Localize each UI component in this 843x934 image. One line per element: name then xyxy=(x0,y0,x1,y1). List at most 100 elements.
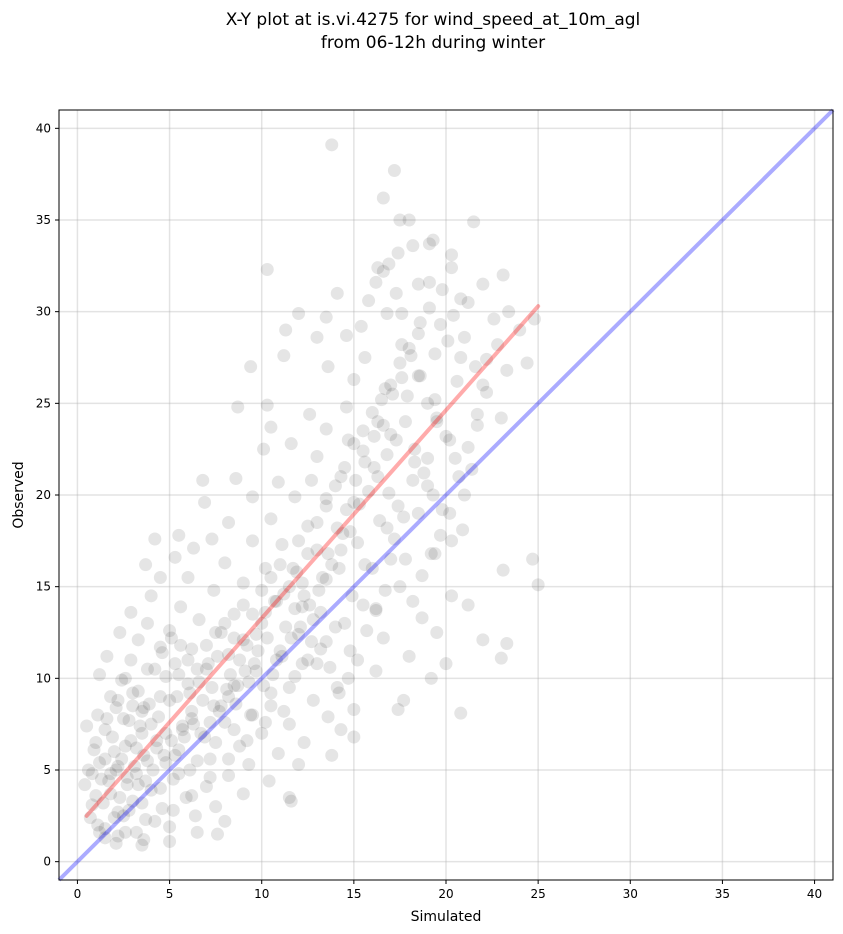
data-point xyxy=(135,726,149,740)
data-point xyxy=(172,767,186,781)
data-point xyxy=(376,418,390,432)
data-point xyxy=(439,429,453,443)
data-point xyxy=(170,690,184,704)
data-point xyxy=(111,805,125,819)
data-point xyxy=(369,664,383,678)
data-point xyxy=(231,679,245,693)
data-point xyxy=(415,611,429,625)
data-point xyxy=(148,662,162,676)
data-point xyxy=(491,338,505,352)
data-point xyxy=(209,626,223,639)
data-point xyxy=(185,789,199,803)
data-point xyxy=(218,556,232,570)
data-point xyxy=(187,541,201,555)
data-point xyxy=(140,662,154,676)
data-point xyxy=(297,589,311,603)
data-point xyxy=(181,653,195,667)
data-point xyxy=(452,470,466,484)
data-point xyxy=(428,393,442,407)
data-point xyxy=(242,758,256,771)
data-point xyxy=(443,433,457,447)
data-point xyxy=(500,363,514,377)
data-point xyxy=(334,723,348,737)
data-point xyxy=(430,411,444,425)
data-point xyxy=(445,534,459,548)
data-point xyxy=(367,461,381,474)
data-point xyxy=(319,635,333,649)
data-point xyxy=(336,527,350,540)
data-point xyxy=(468,360,482,374)
data-point xyxy=(268,594,282,608)
data-point xyxy=(166,803,180,817)
data-point xyxy=(411,327,425,341)
data-point xyxy=(406,239,420,253)
data-point xyxy=(98,831,112,845)
data-point xyxy=(417,466,431,480)
data-point xyxy=(297,736,311,749)
data-point xyxy=(199,662,213,676)
data-point xyxy=(365,406,379,419)
data-point xyxy=(345,589,359,603)
data-point xyxy=(277,704,291,718)
data-point xyxy=(319,492,333,506)
data-point xyxy=(240,638,254,652)
data-point xyxy=(163,835,177,848)
data-point xyxy=(194,726,208,740)
data-point xyxy=(271,747,285,760)
data-point xyxy=(85,798,99,812)
data-point xyxy=(411,506,425,520)
data-point xyxy=(187,717,201,731)
data-point xyxy=(398,552,412,566)
data-point xyxy=(81,763,95,777)
data-point xyxy=(157,748,171,762)
data-point xyxy=(470,418,484,432)
data-point xyxy=(264,571,278,584)
y-tick-label: 25 xyxy=(36,396,51,410)
data-point xyxy=(148,814,162,828)
data-point xyxy=(124,653,138,667)
data-point xyxy=(338,616,352,630)
data-point xyxy=(282,681,296,694)
data-point xyxy=(292,534,306,548)
data-point xyxy=(128,759,142,773)
data-point xyxy=(201,657,215,671)
data-point xyxy=(174,600,188,614)
data-point xyxy=(137,833,151,847)
data-point xyxy=(321,710,335,724)
data-point xyxy=(102,774,116,788)
data-point xyxy=(183,763,197,777)
data-point xyxy=(109,836,123,850)
data-point xyxy=(378,382,392,396)
data-point xyxy=(454,351,468,364)
data-point xyxy=(406,594,420,608)
data-point xyxy=(380,448,394,462)
data-point xyxy=(303,598,317,612)
data-point xyxy=(435,283,449,297)
data-point xyxy=(347,730,361,744)
data-point xyxy=(382,257,396,271)
data-point xyxy=(284,631,298,645)
data-point xyxy=(500,637,514,650)
data-point xyxy=(402,649,416,663)
data-point xyxy=(249,627,263,641)
data-point xyxy=(351,653,365,667)
data-point xyxy=(424,671,438,685)
data-point xyxy=(312,583,326,597)
data-point xyxy=(135,838,149,852)
data-point xyxy=(131,684,145,698)
data-point xyxy=(98,752,112,766)
data-point xyxy=(428,347,442,361)
data-point xyxy=(198,495,212,509)
data-point xyxy=(380,521,394,535)
data-point xyxy=(223,668,237,682)
data-point xyxy=(454,706,468,720)
data-point xyxy=(457,488,471,502)
data-point xyxy=(369,602,383,616)
data-point xyxy=(238,664,252,678)
data-point xyxy=(222,648,236,661)
grid-lines xyxy=(59,110,833,880)
data-point xyxy=(231,400,245,414)
data-point xyxy=(139,813,153,826)
data-point xyxy=(352,497,366,511)
data-point xyxy=(406,473,420,487)
